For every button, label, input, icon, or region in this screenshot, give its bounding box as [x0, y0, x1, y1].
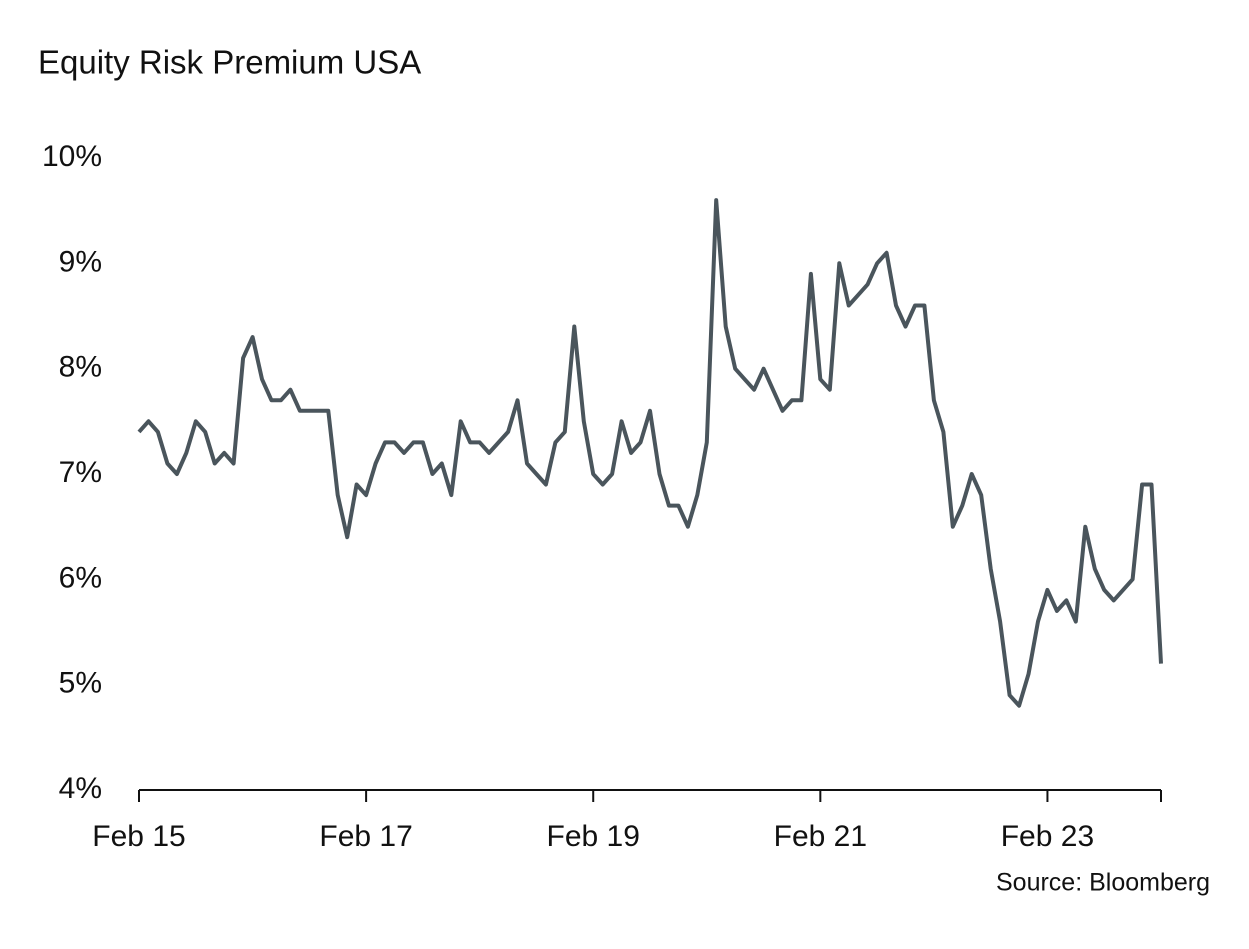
y-tick-label: 8% [59, 351, 102, 384]
x-tick-label: Feb 19 [547, 820, 640, 853]
y-tick-label: 4% [59, 772, 102, 805]
y-tick-label: 9% [59, 245, 102, 278]
x-tick-label: Feb 15 [92, 820, 185, 853]
y-tick-label: 6% [59, 561, 102, 594]
source-note: Source: Bloomberg [996, 869, 1210, 897]
y-tick-label: 10% [42, 140, 102, 173]
chart-title: Equity Risk Premium USA [38, 44, 421, 81]
x-tick-label: Feb 17 [319, 820, 412, 853]
x-tick-label: Feb 21 [774, 820, 867, 853]
y-tick-label: 5% [59, 667, 102, 700]
y-tick-label: 7% [59, 456, 102, 489]
series-line [137, 198, 1163, 708]
x-tick-label: Feb 23 [1001, 820, 1094, 853]
